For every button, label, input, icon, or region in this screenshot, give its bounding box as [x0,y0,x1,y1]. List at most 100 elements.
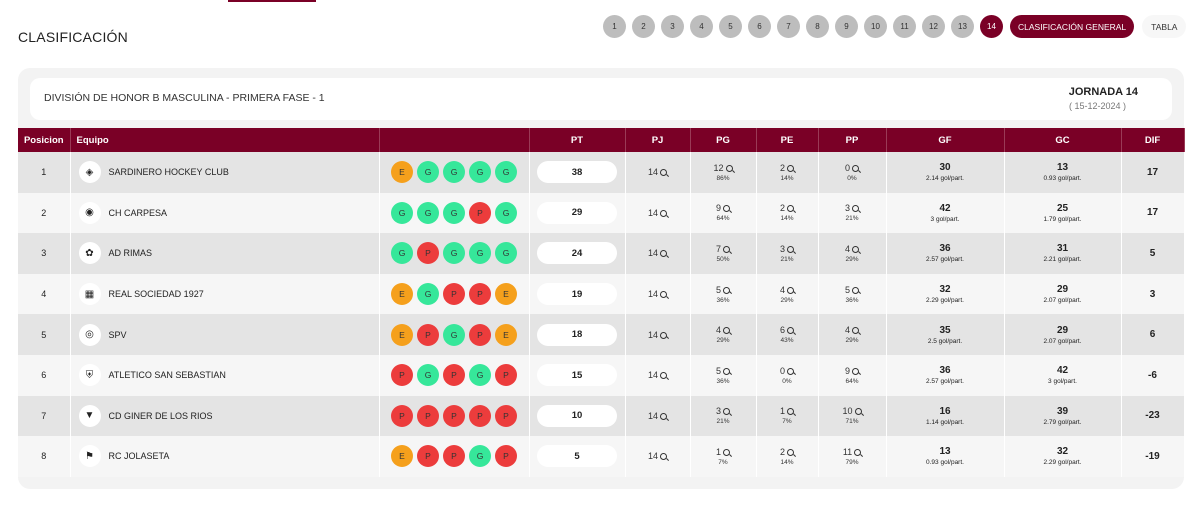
jornada-button-13[interactable]: 13 [951,15,974,38]
pp-percent: 79% [845,458,859,466]
jornada-button-5[interactable]: 5 [719,15,742,38]
search-icon[interactable] [852,367,859,375]
team-cell[interactable]: ◉ CH CARPESA [71,201,379,224]
position: 2 [18,192,71,234]
search-icon[interactable] [854,448,862,456]
team-logo-icon: ◉ [78,201,101,224]
team-cell[interactable]: ▦ REAL SOCIEDAD 1927 [71,283,379,306]
info-card: DIVISIÓN DE HONOR B MASCULINA - PRIMERA … [30,78,1172,120]
table-view-button[interactable]: TABLA [1142,15,1187,38]
form-result-G: G [443,161,465,184]
search-icon[interactable] [660,331,667,339]
column-header-form [379,128,530,152]
goals-against: 32 [1056,446,1069,458]
search-icon[interactable] [660,372,667,380]
team-cell[interactable]: ▼ CD GINER DE LOS RIOS [71,404,379,427]
pg-value: 5 [715,284,721,295]
pg-percent: 29% [716,337,730,345]
pp-value: 5 [844,284,850,295]
jornada-button-2[interactable]: 2 [632,15,655,38]
search-icon[interactable] [787,286,794,294]
form-result-G: G [443,242,465,265]
search-icon[interactable] [723,286,730,294]
form-result-P: P [443,283,465,306]
jornada-button-14[interactable]: 14 [980,15,1003,38]
team-cell[interactable]: ✿ AD RIMAS [71,242,379,265]
jornada-button-6[interactable]: 6 [748,15,771,38]
search-icon[interactable] [723,205,730,213]
goals-for: 35 [939,324,951,336]
pg-percent: 86% [716,174,730,182]
jornada-button-8[interactable]: 8 [806,15,829,38]
column-header-dif: DIF [1121,128,1185,152]
search-icon[interactable] [852,164,859,172]
search-icon[interactable] [723,367,730,375]
jornada-button-4[interactable]: 4 [690,15,713,38]
search-icon[interactable] [660,291,667,299]
search-icon[interactable] [852,205,859,213]
form-result-G: G [417,364,439,387]
jornada-button-10[interactable]: 10 [864,15,887,38]
search-icon[interactable] [852,245,859,253]
team-logo-icon: ⚑ [78,445,101,468]
form-result-P: P [469,201,491,224]
search-icon[interactable] [723,448,730,456]
form-result-G: G [469,242,491,265]
search-icon[interactable] [787,245,794,253]
goals-for-avg: 2.29 gol/part. [926,297,964,305]
search-icon[interactable] [854,408,862,416]
jornada-button-7[interactable]: 7 [777,15,800,38]
team-cell[interactable]: ◈ SARDINERO HOCKEY CLUB [71,161,379,184]
goals-for: 32 [939,284,951,296]
goals-against-avg: 2.21 gol/part. [1043,256,1082,264]
search-icon[interactable] [725,164,733,172]
search-icon[interactable] [723,245,730,253]
pg-percent: 21% [716,418,730,426]
search-icon[interactable] [660,412,667,420]
form-result-G: G [417,283,439,306]
search-icon[interactable] [660,169,667,177]
pj-value: 14 [647,207,658,218]
search-icon[interactable] [787,367,794,375]
pg-value: 5 [715,365,721,376]
search-icon[interactable] [660,250,667,258]
search-icon[interactable] [787,408,794,416]
pe-percent: 7% [782,418,792,426]
search-icon[interactable] [660,453,667,461]
search-icon[interactable] [852,286,859,294]
search-icon[interactable] [852,327,859,335]
jornada-button-9[interactable]: 9 [835,15,858,38]
goals-for: 36 [939,243,951,255]
search-icon[interactable] [787,205,794,213]
form-result-G: G [391,201,413,224]
search-icon[interactable] [787,448,794,456]
search-icon[interactable] [723,327,730,335]
jornada-button-3[interactable]: 3 [661,15,684,38]
search-icon[interactable] [787,164,794,172]
general-standings-button[interactable]: CLASIFICACIÓN GENERAL [1010,15,1135,38]
column-header-posicion: Posicion [18,128,71,152]
search-icon[interactable] [787,327,794,335]
column-header-pp: PP [818,128,887,152]
search-icon[interactable] [660,209,667,217]
jornada-selector: 1 2 3 4 5 6 7 8 9 10 11 12 13 14 CLASIFICACIÓN GENERAL… [603,15,1187,38]
form-result-P: P [443,404,465,427]
team-cell[interactable]: ◎ SPV [71,323,379,346]
jornada-button-1[interactable]: 1 [603,15,626,38]
team-logo-icon: ◈ [78,161,101,184]
jornada-button-11[interactable]: 11 [893,15,916,38]
team-cell[interactable]: ⚑ RC JOLASETA [71,445,379,468]
team-cell[interactable]: ⛨ ATLETICO SAN SEBASTIAN [71,364,379,387]
jornada-button-12[interactable]: 12 [922,15,945,38]
search-icon[interactable] [723,408,730,416]
